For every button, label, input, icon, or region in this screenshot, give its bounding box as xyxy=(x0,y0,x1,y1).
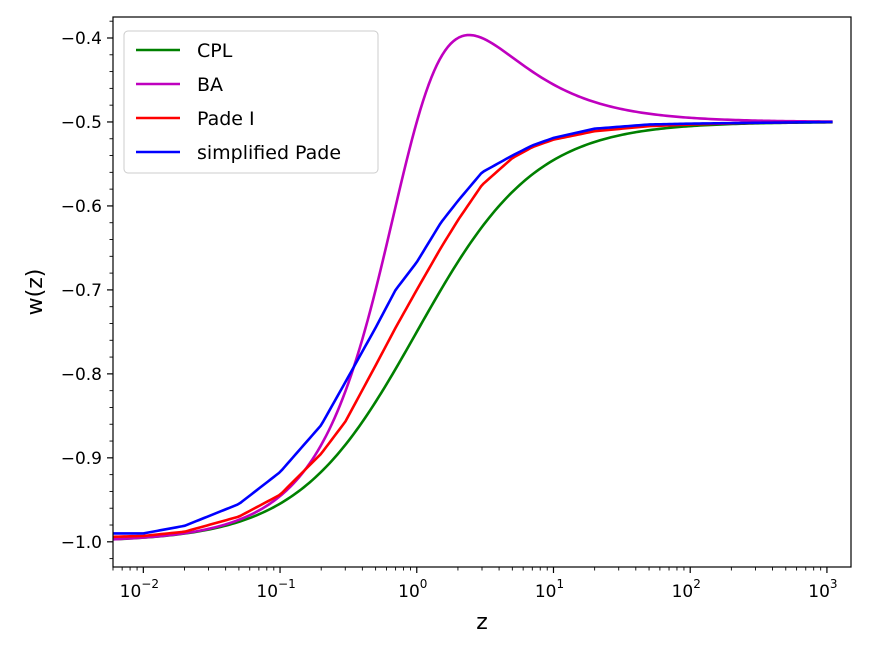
plot-lines xyxy=(112,33,833,541)
legend: CPL BA Pade I simplified Pade xyxy=(123,30,379,174)
x-tick-exponent: 2 xyxy=(693,577,701,591)
y-tick-label: −0.7 xyxy=(61,281,102,301)
series-line-simplified-pade xyxy=(113,120,833,535)
x-tick-exponent: −2 xyxy=(141,577,159,591)
x-axis-label: z xyxy=(476,610,488,635)
y-tick-label: −0.5 xyxy=(61,113,102,133)
x-tick-exponent: 1 xyxy=(556,577,564,591)
legend-label: simplified Pade xyxy=(197,142,341,164)
y-tick-label: −0.6 xyxy=(61,197,102,217)
y-tick-label: −0.8 xyxy=(61,365,102,385)
y-tick-label: −0.4 xyxy=(61,29,102,49)
y-axis: −1.0 −0.9 −0.8 −0.7 −0.6 −0.5 −0.4 xyxy=(61,20,113,560)
legend-label: BA xyxy=(197,74,223,96)
x-tick-exponent: −1 xyxy=(278,577,296,591)
series-line-ba xyxy=(112,33,833,541)
x-tick-exponent: 3 xyxy=(830,577,838,591)
y-tick-label: −0.9 xyxy=(61,449,102,469)
legend-label: Pade I xyxy=(197,108,255,130)
y-axis-label: w(z) xyxy=(23,269,48,316)
y-tick-label: −1.0 xyxy=(61,533,102,553)
legend-label: CPL xyxy=(197,40,233,62)
x-tick-exponent: 0 xyxy=(420,577,428,591)
legend-box xyxy=(123,30,379,174)
x-tick-label: 10−1 xyxy=(256,577,295,602)
